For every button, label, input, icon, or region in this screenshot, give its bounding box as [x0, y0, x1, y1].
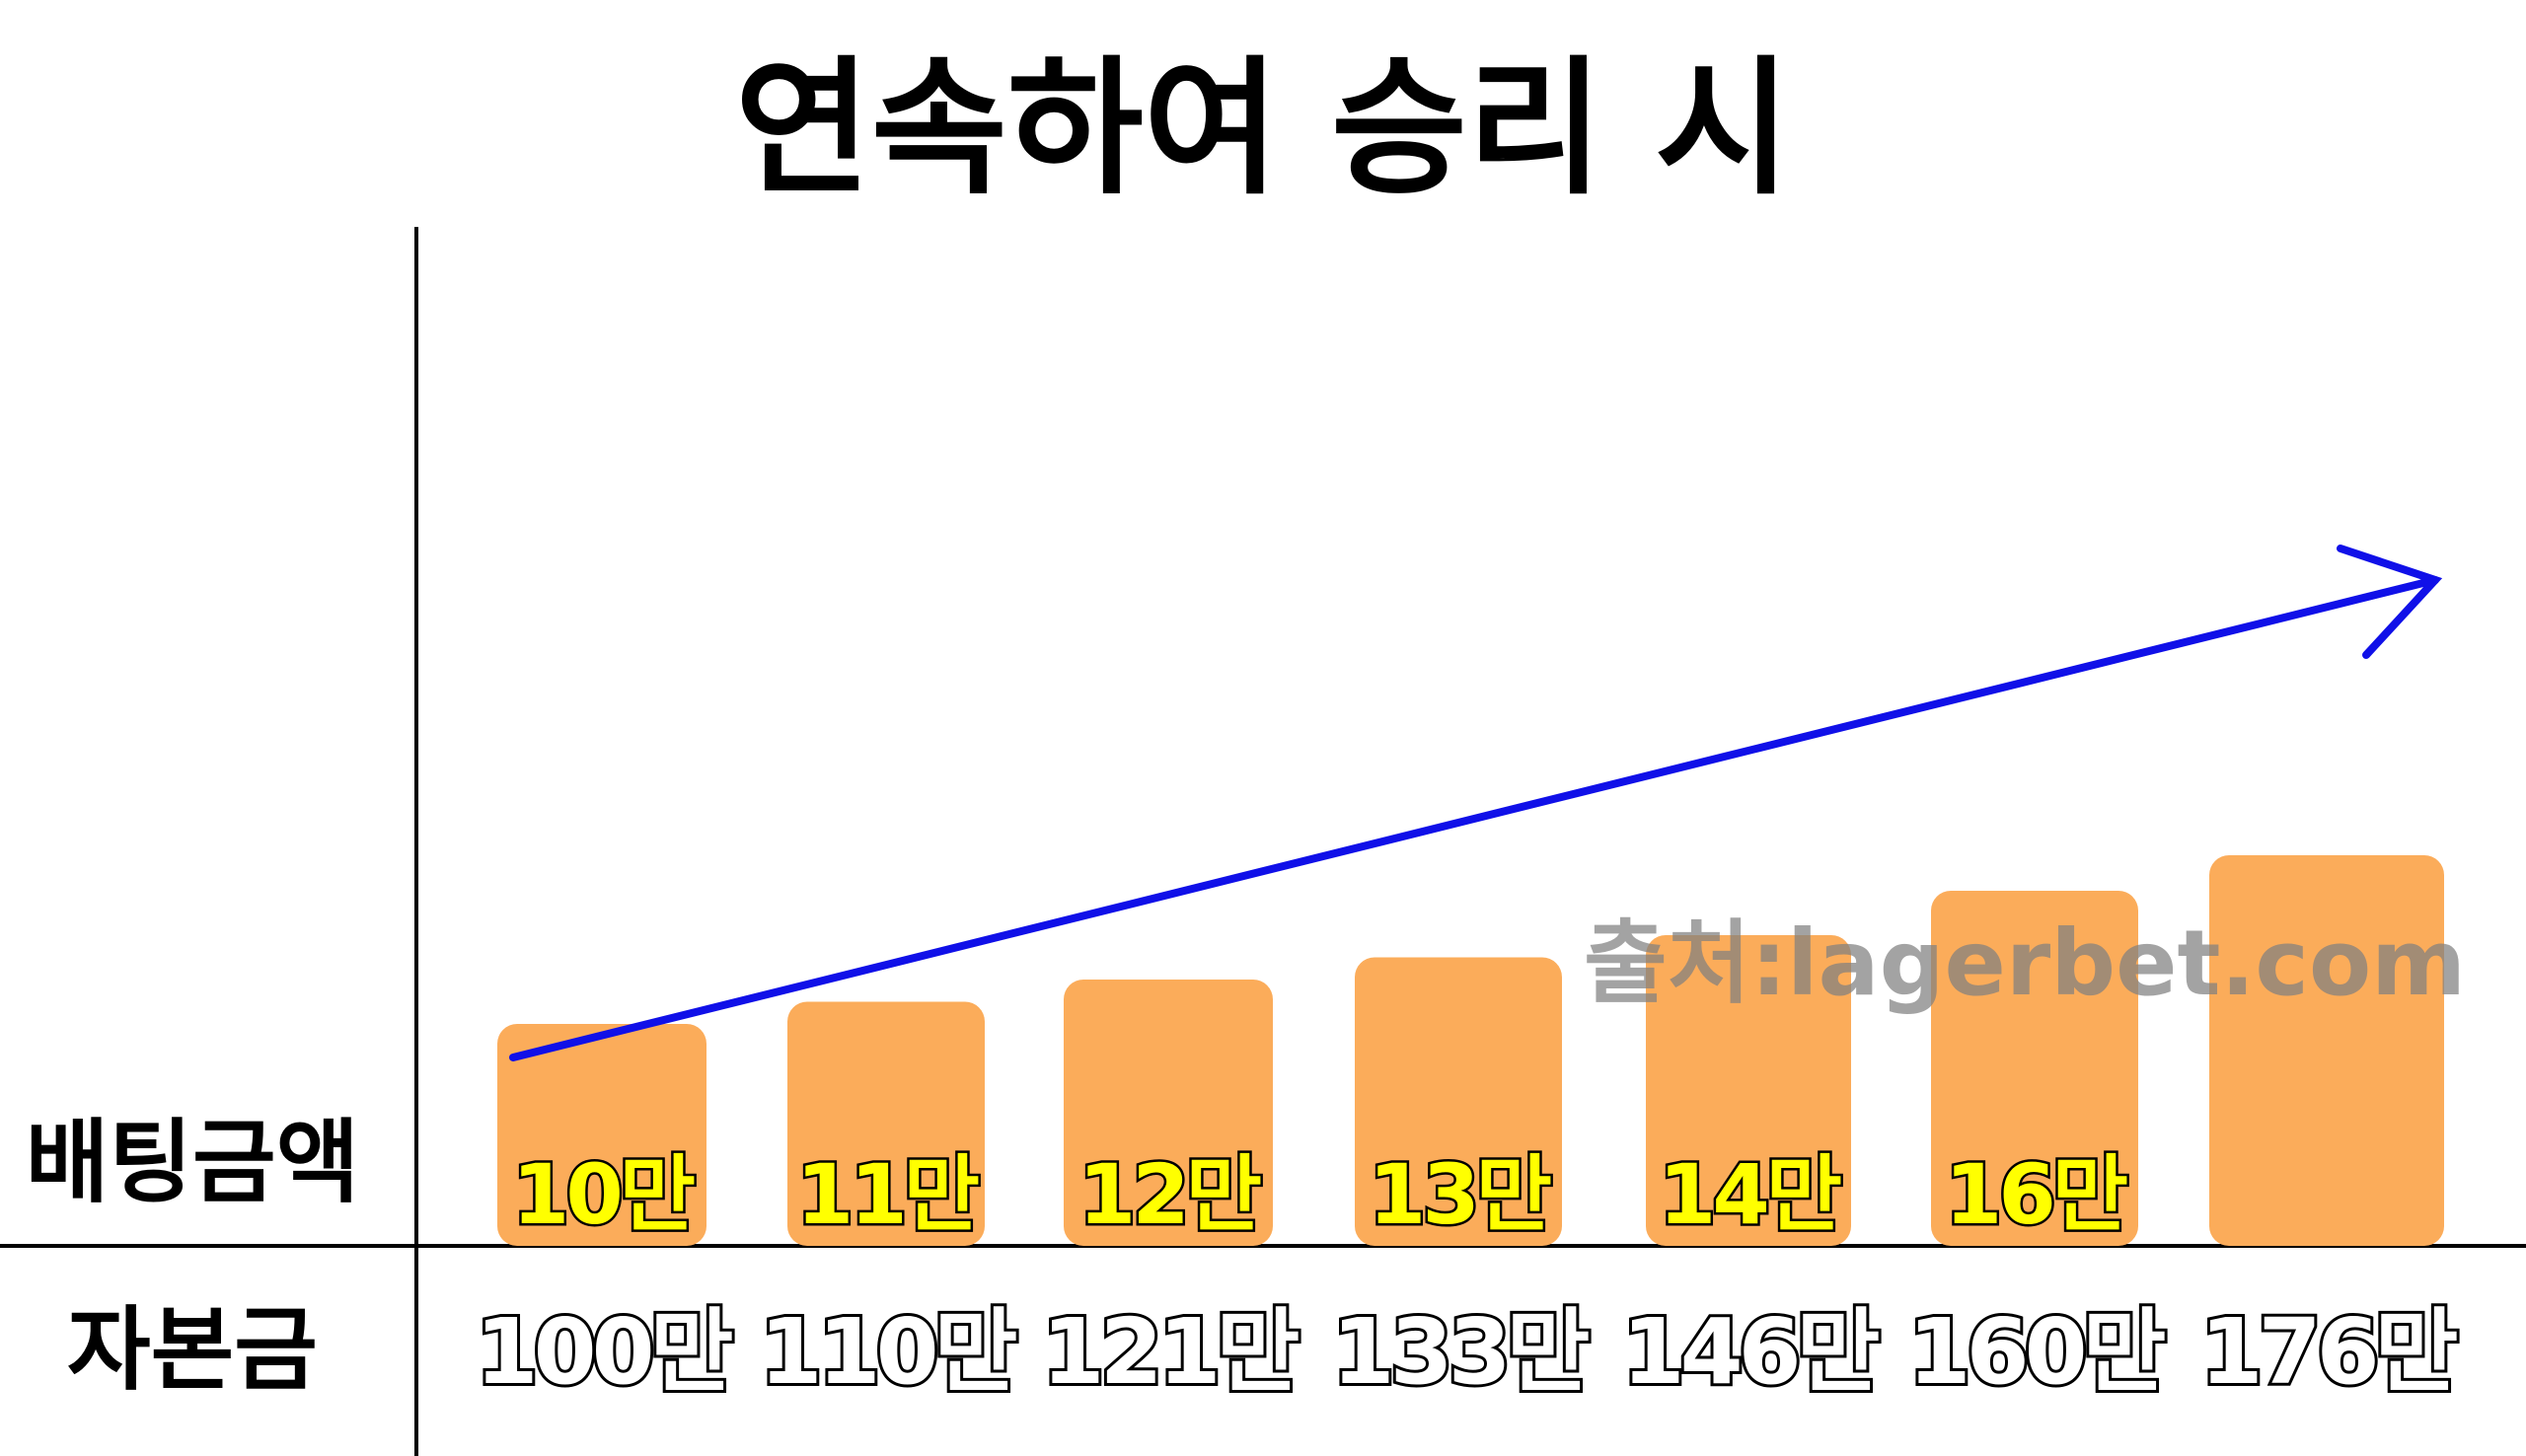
bar-7 — [2209, 855, 2444, 1246]
bar-labels-group: 10만 11만 12만 13만 14만 16만 — [509, 1144, 2133, 1246]
chart-title: 연속하여 승리 시 — [735, 43, 1791, 215]
bar-6 — [1931, 891, 2138, 1246]
bar-2 — [787, 1001, 985, 1246]
bar-label-1: 10만 — [512, 1146, 695, 1243]
bar-label-2: 11만 — [796, 1146, 979, 1243]
capital-label-2: 110만 — [760, 1299, 1016, 1405]
bar-5 — [1646, 935, 1851, 1246]
trend-arrow-head — [2337, 545, 2443, 659]
bar-3 — [1064, 980, 1273, 1246]
bar-label-5: 14만 — [1659, 1146, 1841, 1243]
trend-arrow-line — [509, 576, 2439, 1061]
bar-4 — [1355, 957, 1562, 1246]
capital-label-6: 160만 — [1908, 1299, 2165, 1405]
trend-arrow — [509, 545, 2443, 1061]
bar-label-6: 16만 — [1945, 1146, 2127, 1243]
bet-row-label: 배팅금액 — [26, 1110, 360, 1215]
capital-label-5: 146만 — [1622, 1299, 1879, 1405]
capital-labels-group: 100만 110만 121만 133만 146만 160만 176만 — [473, 1296, 2465, 1408]
capital-label-1: 100만 — [476, 1299, 732, 1405]
capital-label-4: 133만 — [1332, 1299, 1589, 1405]
capital-row-label: 자본금 — [67, 1297, 318, 1403]
capital-label-7: 176만 — [2200, 1299, 2457, 1405]
bar-label-4: 13만 — [1369, 1146, 1551, 1243]
capital-label-3: 121만 — [1042, 1299, 1299, 1405]
bar-label-3: 12만 — [1078, 1146, 1261, 1243]
watermark-text: 출처:lagerbet.com — [1584, 910, 2466, 1016]
bars-group — [497, 855, 2444, 1246]
bar-1 — [497, 1024, 706, 1246]
